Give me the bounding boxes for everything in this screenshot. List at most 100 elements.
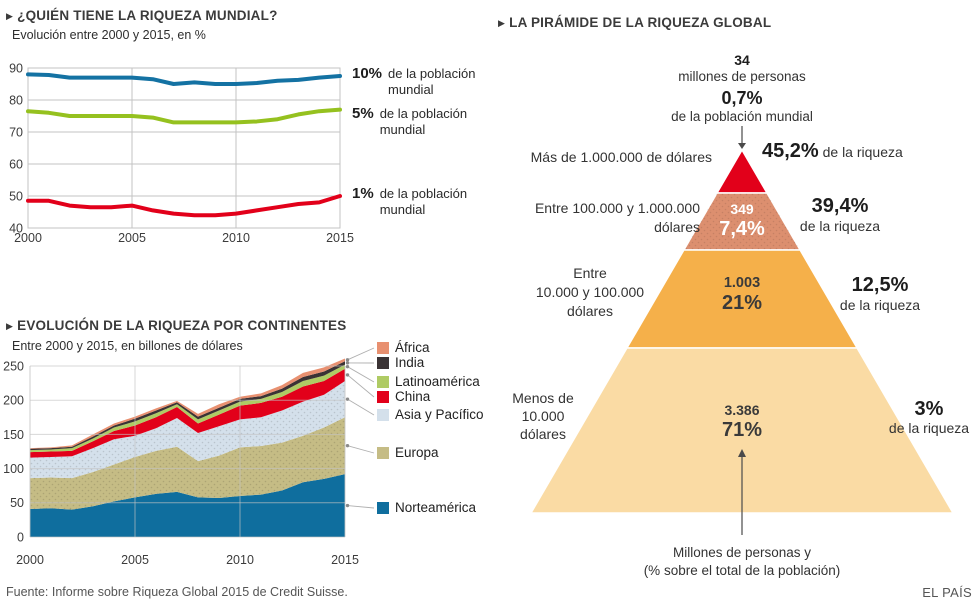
pyramid-panel: 34 millones de personas 0,7% de la pobla… [490,40,980,580]
area-chart-title: ▶ EVOLUCIÓN DE LA RIQUEZA POR CONTINENTES [6,318,347,333]
section-arrow-icon: ▶ [6,10,14,21]
pyramid-tier-mas-de-1000000 [715,148,769,194]
area-series-4 [30,364,345,453]
legend-leader-line [347,445,375,454]
tier4-wealth-label: 3% de la riqueza [888,398,970,436]
legend-swatch [377,356,389,369]
y-tick-label: 70 [9,125,23,139]
top1-pct: 1% [352,185,374,202]
leader-dot [345,503,350,508]
top5-text: de la población mundial [379,106,468,137]
x-tick-label: 2015 [326,231,354,245]
tier3-range-label: Entre 10.000 y 100.000 dólares [535,265,645,319]
leader-dot [345,361,350,365]
leader-dot [345,373,350,377]
series-label-top1: 1% de la población mundial [352,186,476,218]
legend-label: Latinoamérica [395,374,480,389]
x-tick-label: 2000 [16,553,44,567]
area-texture-1 [30,417,345,510]
legend-label: China [395,389,431,404]
legend-label: India [395,355,425,370]
legend-leader-line [347,374,375,398]
top-people-label: millones de personas [678,69,806,84]
legend-label: África [395,340,430,355]
area-texture-2 [30,381,345,479]
legend-item: China [377,389,430,404]
tier4-people-stats: 3.386 71% [721,402,763,441]
legend-swatch [377,501,389,514]
y-tick-label: 80 [9,93,23,107]
section-arrow-icon: ▶ [498,17,506,28]
x-tick-label: 2005 [121,553,149,567]
y-tick-label: 200 [3,394,24,408]
tier1-range-label: Más de 1.000.000 de dólares [530,149,712,165]
legend-item: África [377,340,430,355]
legend-swatch [377,408,389,421]
x-tick-label: 2010 [226,553,254,567]
series-label-top5: 5% de la población mundial [352,106,476,138]
pyramid-title: ▶ LA PIRÁMIDE DE LA RIQUEZA GLOBAL [498,15,772,30]
area-chart-subtitle: Entre 2000 y 2015, en billones de dólare… [12,339,243,353]
y-tick-label: 150 [3,428,24,442]
y-tick-label: 60 [9,157,23,171]
legend-label: Asia y Pacífico [395,407,484,422]
top5-pct: 5% [352,105,374,122]
top-pct-value: 0,7% [721,88,763,108]
tier3-people-stats: 1.003 21% [721,275,763,314]
tier4-range-label: Menos de 10.000 dólares [512,390,574,442]
x-tick-label: 2000 [14,231,42,245]
legend-leader-line [347,366,375,383]
area-series-6 [30,358,345,449]
pyramid-footnote: Millones de personas y (% sobre el total… [643,545,841,578]
legend-leader-line [347,505,375,509]
leader-dot [345,364,350,369]
y-tick-label: 100 [3,462,24,476]
leader-dot [345,397,350,401]
series-label-top10: 10% de la población mundial [352,66,484,98]
legend-leader-line [347,398,375,416]
line-series-1 [26,107,342,125]
y-tick-label: 90 [9,61,23,75]
top-pct-label: de la población mundial [671,109,813,124]
y-tick-label: 50 [9,189,23,203]
legend-swatch [377,446,389,459]
area-series-0 [30,474,345,537]
legend-item: India [377,355,424,370]
line-chart-svg: 40 50 60 70 80 90 2000 2005 2010 2015 [9,61,354,245]
legend-label: Norteamérica [395,500,477,515]
tier1-wealth-label: 45,2% de la riqueza [762,140,903,162]
leader-dot [345,443,350,448]
pyramid-top-people: 34 millones de personas [642,52,842,85]
top10-text: de la población mundial [388,66,476,97]
pyramid-svg [529,126,955,535]
area-chart-grid [29,365,346,538]
x-tick-label: 2005 [118,231,146,245]
x-tick-label: 2010 [222,231,250,245]
legend-leader-line [347,347,375,361]
y-tick-label: 0 [17,530,24,544]
top-people-value: 34 [734,52,750,68]
line-chart-subtitle: Evolución entre 2000 y 2015, en % [12,28,206,42]
pyramid-top-pct: 0,7% de la población mundial [642,88,842,125]
top1-text: de la población mundial [379,186,468,217]
legend-swatch [377,341,389,354]
legend-item: Latinoamérica [377,374,480,389]
y-tick-label: 40 [9,221,23,235]
legend-item: Asia y Pacífico [377,407,484,422]
pyramid-tier-menos-de-10000 [529,347,955,514]
tier2-range-label: Entre 100.000 y 1.000.000 dólares [534,200,700,235]
legend-swatch [377,375,389,388]
area-chart-svg: 0 50 100 150 200 250 2000 2005 2010 2015 [3,347,375,567]
line-chart-title: ▶ ¿QUIÉN TIENE LA RIQUEZA MUNDIAL? [6,8,278,23]
section-arrow-icon: ▶ [6,320,14,331]
footnote-arrow-head-icon [738,449,746,457]
tier2-people-stats: 349 7,4% [719,201,765,240]
pyramid-tier-texture [683,193,801,250]
leader-dot [345,358,350,362]
y-tick-label: 50 [10,496,24,510]
source-note: Fuente: Informe sobre Riqueza Global 201… [6,585,348,599]
plot-frame [27,67,341,229]
legend-item: Europa [377,445,439,460]
top10-pct: 10% [352,65,383,82]
